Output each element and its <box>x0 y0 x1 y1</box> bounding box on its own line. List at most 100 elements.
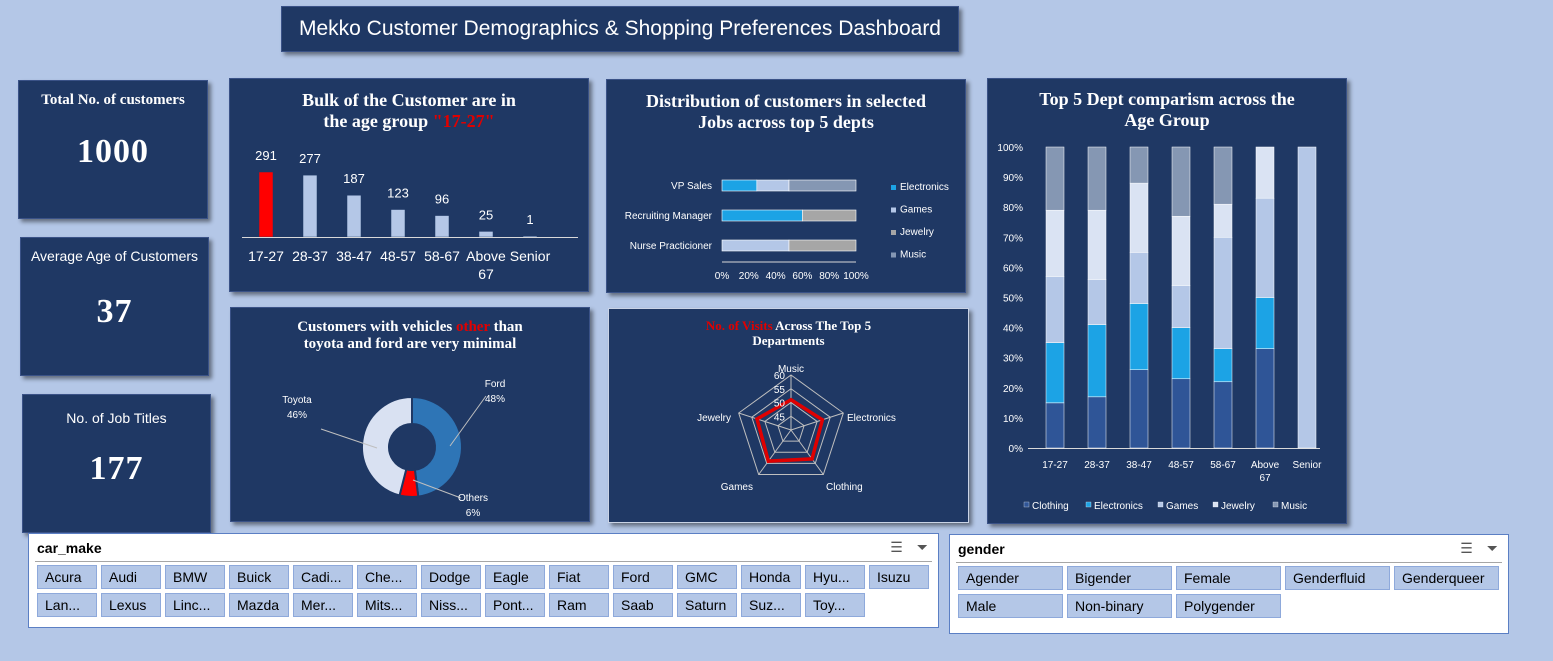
donut-label-name: Others <box>458 493 488 504</box>
clear-filter-icon[interactable]: ⏷ <box>1486 540 1498 556</box>
jobs-legend-label: Electronics <box>900 182 949 193</box>
dept-bar-segment <box>1129 369 1149 449</box>
slicer-item[interactable]: Pont... <box>485 593 545 617</box>
clear-filter-icon[interactable]: ⏷ <box>916 539 928 555</box>
slicer-item[interactable]: Honda <box>741 565 801 589</box>
jobs-x-tick: 20% <box>739 271 759 282</box>
kpi-job-titles-value: 177 <box>89 450 144 487</box>
dept-bar-segment <box>1213 146 1233 205</box>
slicer-item[interactable]: Agender <box>958 566 1063 590</box>
slicer-item[interactable]: GMC <box>677 565 737 589</box>
radar-axis-label: Clothing <box>826 482 863 493</box>
slicer-item[interactable]: Mazda <box>229 593 289 617</box>
jobs-distribution-chart-panel: Distribution of customers in selected Jo… <box>606 79 966 293</box>
jobs-legend-label: Jewelry <box>900 227 934 238</box>
slicer-item[interactable]: Eagle <box>485 565 545 589</box>
dept-bar-segment <box>1045 146 1065 211</box>
kpi-total-customers: Total No. of customers 1000 <box>18 80 208 219</box>
dept-bar-segment <box>1171 327 1191 380</box>
radar-axis-label: Jewelry <box>697 413 731 424</box>
slicer-item[interactable]: Genderqueer <box>1394 566 1499 590</box>
dept-y-tick: 50% <box>1003 294 1023 305</box>
slicer-item[interactable]: Dodge <box>421 565 481 589</box>
slicer-item[interactable]: Fiat <box>549 565 609 589</box>
multi-select-icon[interactable]: ☰ <box>1460 540 1487 556</box>
slicer-item[interactable]: Audi <box>101 565 161 589</box>
job-bar-segment <box>721 179 758 192</box>
age-bar <box>258 171 274 238</box>
radar-tick-label: 55 <box>774 385 786 396</box>
slicer-item[interactable]: Bigender <box>1067 566 1172 590</box>
slicer-item[interactable]: Mer... <box>293 593 353 617</box>
age-category-label: 17-27 <box>248 248 284 264</box>
dept-category-label: 48-57 <box>1168 460 1194 471</box>
jobs-legend-swatch <box>891 230 896 235</box>
jobs-legend-label: Games <box>900 205 932 216</box>
radar-spoke <box>758 429 792 475</box>
donut-leader-line <box>412 479 462 499</box>
slicer-item[interactable]: Acura <box>37 565 97 589</box>
slicer-item[interactable]: Ford <box>613 565 673 589</box>
dept-legend-swatch <box>1157 501 1164 508</box>
slicer-item[interactable]: Toy... <box>805 593 865 617</box>
slicer-item[interactable]: Genderfluid <box>1285 566 1390 590</box>
dept-y-tick: 80% <box>1003 203 1023 214</box>
slicer-item[interactable]: Buick <box>229 565 289 589</box>
slicer-item[interactable]: Saturn <box>677 593 737 617</box>
dept-bar-segment <box>1087 396 1107 449</box>
age-category-label: 38-47 <box>336 248 372 264</box>
vehicle-chart-title: Customers with vehicles other than toyot… <box>297 319 523 353</box>
dept-category-label: Senior <box>1293 460 1323 471</box>
multi-select-icon[interactable]: ☰ <box>890 539 917 555</box>
slicer-item[interactable]: Che... <box>357 565 417 589</box>
age-bar <box>346 194 362 238</box>
slicer-item[interactable]: Polygender <box>1176 594 1281 618</box>
slicer-item[interactable]: Lan... <box>37 593 97 617</box>
dept-bar-segment <box>1087 279 1107 325</box>
kpi-job-titles-label: No. of Job Titles <box>66 410 167 426</box>
slicer-item[interactable]: Ram <box>549 593 609 617</box>
slicer-item[interactable]: Mits... <box>357 593 417 617</box>
slicer-item[interactable]: Cadi... <box>293 565 353 589</box>
dept-y-tick: 40% <box>1003 324 1023 335</box>
dept-bar-segment <box>1087 324 1107 398</box>
jobs-x-tick: 0% <box>715 271 730 282</box>
dept-y-tick: 70% <box>1003 233 1023 244</box>
dept-category-label: 38-47 <box>1126 460 1152 471</box>
age-category-label: 48-57 <box>380 248 416 264</box>
dept-category-label: 58-67 <box>1210 460 1236 471</box>
jobs-legend-label: Music <box>900 250 926 261</box>
age-bar <box>302 174 318 238</box>
dept-bar-segment <box>1129 146 1149 184</box>
age-chart-title: Bulk of the Customer are in the age grou… <box>302 90 516 131</box>
age-category-label: 58-67 <box>424 248 460 264</box>
slicer-item[interactable]: Non-binary <box>1067 594 1172 618</box>
jobs-legend-swatch <box>891 185 896 190</box>
donut-label-value: 48% <box>485 394 505 405</box>
radar-gridline <box>764 401 818 453</box>
dept-bar-segment <box>1213 237 1233 349</box>
job-bar-segment <box>788 179 857 192</box>
slicer-item[interactable]: BMW <box>165 565 225 589</box>
dept-legend-label: Electronics <box>1094 501 1143 512</box>
radar-spoke <box>738 412 792 431</box>
dept-age-stacked-chart: 0% 10% 20% 30% 40% 50% 60% 70% 80% 90% 100% 17-27 28… <box>997 143 1323 512</box>
slicer-item[interactable]: Suz... <box>741 593 801 617</box>
dept-bar-segment <box>1045 402 1065 449</box>
slicer-item[interactable]: Male <box>958 594 1063 618</box>
dept-bar-segment <box>1171 215 1191 286</box>
dept-bar-segment <box>1213 348 1233 383</box>
slicer-item[interactable]: Niss... <box>421 593 481 617</box>
slicer-item[interactable]: Saab <box>613 593 673 617</box>
dept-category-label: Above <box>1251 460 1280 471</box>
slicer-item[interactable]: Hyu... <box>805 565 865 589</box>
slicer-item[interactable]: Isuzu <box>869 565 929 589</box>
donut-label-value: 46% <box>287 410 307 421</box>
slicer-item[interactable]: Female <box>1176 566 1281 590</box>
slicer-item[interactable]: Linc... <box>165 593 225 617</box>
slicer-item[interactable]: Lexus <box>101 593 161 617</box>
donut-leader-line <box>449 395 487 447</box>
dashboard-title: Mekko Customer Demographics & Shopping P… <box>281 6 959 52</box>
radar-tick-label: 45 <box>774 412 786 423</box>
radar-tick-label: 60 <box>774 371 786 382</box>
